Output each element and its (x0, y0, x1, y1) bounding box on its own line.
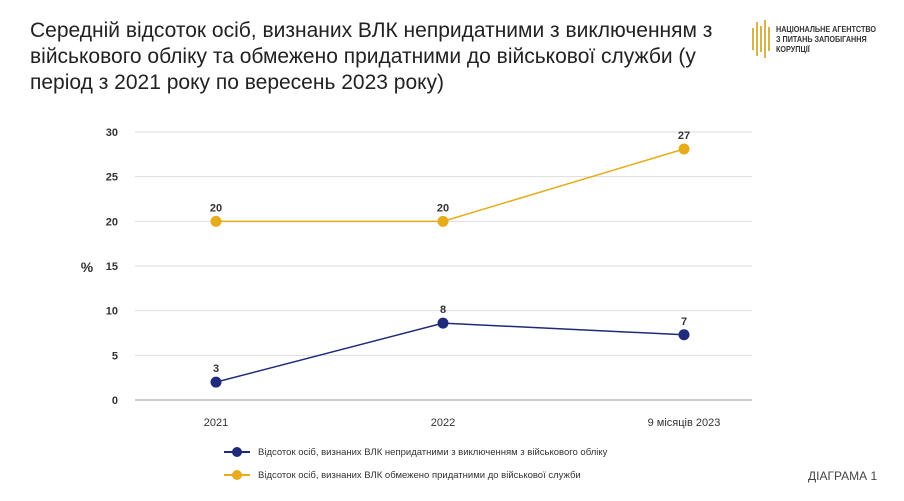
y-tick-label: 5 (112, 350, 118, 362)
y-axis-label: % (81, 259, 94, 275)
data-label: 20 (210, 202, 222, 214)
logo-line: З ПИТАНЬ ЗАПОБІГАННЯ (776, 34, 867, 44)
legend-marker-icon (224, 469, 250, 481)
data-label: 20 (437, 202, 449, 214)
x-tick-label: 2022 (431, 417, 455, 429)
legend-marker-icon (224, 446, 250, 458)
y-tick-label: 0 (112, 395, 118, 407)
legend-label: Відсоток осіб, визнаних ВЛК непридатними… (258, 446, 608, 458)
legend-label: Відсоток осіб, визнаних ВЛК обмежено при… (258, 469, 581, 481)
data-label: 3 (213, 363, 219, 375)
legend-item-limited: Відсоток осіб, визнаних ВЛК обмежено при… (224, 469, 581, 481)
data-label: 27 (678, 130, 690, 142)
data-label: 7 (681, 316, 687, 328)
legend-item-unfit: Відсоток осіб, визнаних ВЛК непридатними… (224, 446, 607, 458)
y-tick-label: 15 (106, 261, 118, 273)
data-label: 8 (440, 304, 446, 316)
chart-title: Середній відсоток осіб, визнаних ВЛК неп… (30, 19, 713, 94)
logo-line: КОРУПЦІЇ (776, 44, 810, 54)
data-point (678, 329, 690, 341)
data-point (437, 317, 449, 329)
y-tick-label: 20 (106, 216, 118, 228)
y-tick-label: 25 (106, 172, 118, 184)
logo-mark-icon (752, 20, 770, 58)
data-point (210, 376, 222, 388)
diagram-label: ДІАГРАМА 1 (808, 469, 878, 483)
logo-line: НАЦІОНАЛЬНЕ АГЕНТСТВО (776, 24, 877, 34)
x-tick-label: 2021 (204, 417, 228, 429)
y-tick-label: 10 (106, 306, 118, 318)
data-point (678, 143, 690, 155)
logo: НАЦІОНАЛЬНЕ АГЕНТСТВО З ПИТАНЬ ЗАПОБІГАНН… (752, 20, 894, 58)
series-line (215, 322, 685, 383)
series-line (216, 148, 685, 223)
y-tick-label: 30 (106, 127, 118, 139)
data-point (437, 215, 449, 227)
data-point (210, 215, 222, 227)
x-tick-label: 9 місяців 2023 (648, 417, 721, 429)
